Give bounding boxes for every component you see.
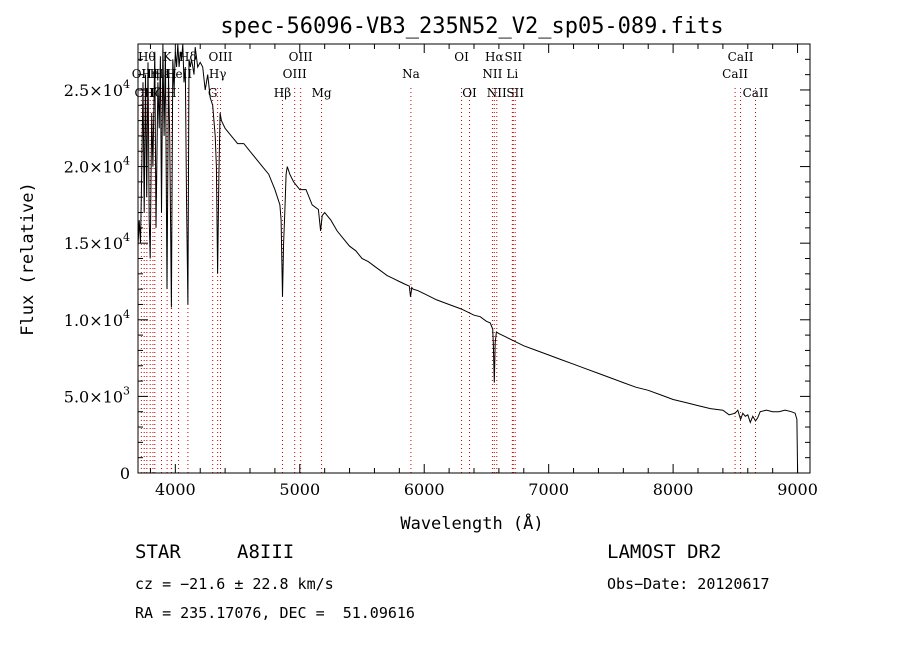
spectral-line-label: OI [462, 86, 477, 100]
spectral-line-label: H [150, 67, 160, 81]
x-tick-label: 8000 [653, 480, 694, 499]
spectral-line-label: G [208, 86, 218, 100]
spectral-line-label: OIII [208, 50, 232, 64]
spectral-line-label: Hθ [138, 50, 156, 64]
x-axis-label: Wavelength (Å) [400, 512, 543, 534]
spectral-line-labels: OIIOIIHθHηHζHHεKHHHeIIHδGHγOIIIHβOIIIOII… [132, 50, 769, 100]
x-tick-label: 5000 [279, 480, 320, 499]
spectral-line-label: OIII [289, 50, 313, 64]
redshift-cz: cz = −21.6 ± 22.8 km/s [135, 575, 334, 593]
spectrum-line [137, 43, 799, 474]
y-tick-label: 2.5×104 [64, 78, 130, 100]
spectral-line-label: SII [506, 86, 524, 100]
spectral-line-label: CaII [728, 50, 754, 64]
spectral-line-label: NII [482, 67, 502, 81]
x-tick-label: 6000 [404, 480, 445, 499]
star-label: STAR [135, 541, 181, 563]
spectral-line-label: CaII [722, 67, 748, 81]
spectral-line-label: CaII [743, 86, 769, 100]
spectral-line-label: OI [454, 50, 469, 64]
spectral-line-label: K [163, 50, 173, 64]
spectral-line-label: Hδ [179, 50, 197, 64]
observation-date: Obs−Date: 20120617 [607, 575, 770, 593]
plot-frame [137, 43, 811, 474]
spectral-line-label: Hβ [274, 86, 291, 100]
spectral-line-label: SII [504, 50, 522, 64]
spectral-line-label: Hζ [144, 86, 161, 100]
spectral-line-label: Hγ [209, 67, 227, 81]
y-axis-label: Flux (relative) [18, 182, 38, 336]
y-tick-label: 2.0×104 [64, 155, 130, 177]
y-tick-label: 5.0×103 [64, 384, 130, 406]
chart-title: spec-56096-VB3_235N52_V2_sp05-089.fits [220, 14, 723, 39]
spectral-line-label: Li [506, 67, 518, 81]
y-tick-label: 0 [120, 464, 130, 483]
x-tick-label: 4000 [155, 480, 196, 499]
y-tick-label: 1.5×104 [64, 231, 130, 253]
ra-dec: RA = 235.17076, DEC = 51.09616 [135, 604, 415, 622]
spectral-line-markers [140, 88, 756, 473]
x-tick-label: 7000 [528, 480, 569, 499]
survey-name: LAMOST DR2 [607, 541, 722, 563]
spectral-line-label: OII [132, 67, 152, 81]
spectral-line-label: OIII [283, 67, 307, 81]
spectral-line-label: HeII [165, 67, 192, 81]
x-tick-label: 9000 [777, 480, 818, 499]
spectral-line-label: H [166, 86, 176, 100]
spectral-line-label: OII [135, 86, 155, 100]
spectral-line-label: H [166, 67, 176, 81]
spectral-line-label: Mg [312, 86, 332, 100]
axes: 4000 5000 6000 7000 8000 9000 0 5.0×103 1.0×104 1… [64, 44, 818, 499]
spectral-type: A8III [237, 541, 295, 563]
spectral-line-label: Na [402, 67, 420, 81]
spectral-line-label: Hε [153, 67, 170, 81]
spectral-line-label: Hη [141, 67, 159, 81]
spectral-line-label: Hα [485, 50, 504, 64]
y-tick-label: 1.0×104 [64, 308, 130, 330]
spectral-line-label: NII [487, 86, 507, 100]
